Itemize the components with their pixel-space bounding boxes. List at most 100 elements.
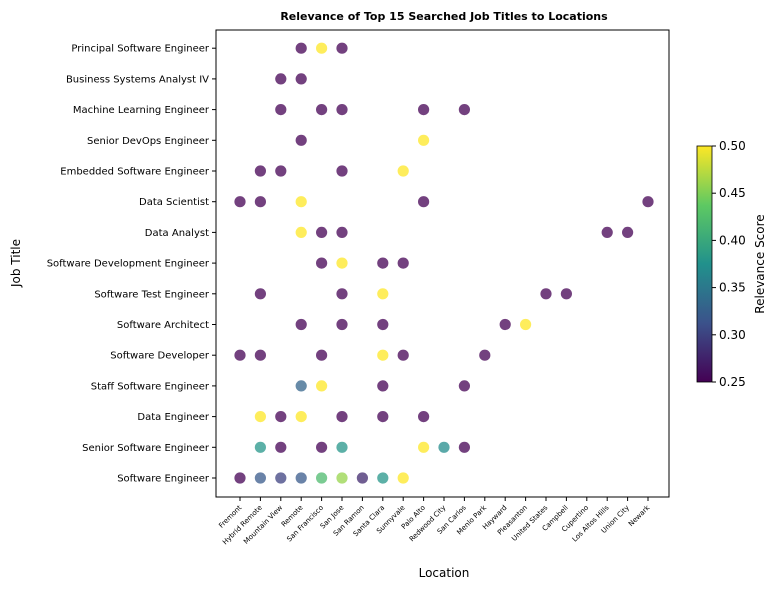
colorbar-tick-label: 0.30: [719, 328, 746, 342]
data-point: [254, 411, 266, 423]
data-point: [397, 165, 409, 177]
colorbar-tick-label: 0.40: [719, 233, 746, 247]
data-point: [275, 441, 287, 453]
data-point: [377, 380, 389, 392]
data-point: [377, 472, 389, 484]
data-point: [316, 104, 328, 116]
data-point: [377, 257, 389, 269]
data-point: [316, 441, 328, 453]
data-point: [540, 288, 552, 300]
data-point: [377, 349, 389, 361]
data-point: [295, 73, 307, 85]
data-point: [356, 472, 368, 484]
data-point: [275, 165, 287, 177]
data-point: [336, 472, 348, 484]
data-point: [377, 288, 389, 300]
data-point: [316, 349, 328, 361]
y-tick-label: Data Scientist: [139, 197, 209, 208]
data-point: [397, 257, 409, 269]
y-tick-label: Senior DevOps Engineer: [87, 136, 210, 147]
data-point: [479, 349, 491, 361]
colorbar: [696, 145, 713, 383]
colorbar-label: Relevance Score: [753, 214, 767, 313]
y-tick-label: Embedded Software Engineer: [60, 167, 210, 178]
data-points: [234, 42, 654, 484]
data-point: [275, 411, 287, 423]
colorbar-tick-label: 0.35: [719, 281, 746, 295]
data-point: [234, 196, 246, 208]
data-point: [336, 104, 348, 116]
data-point: [418, 134, 430, 146]
data-point: [254, 196, 266, 208]
y-tick-label: Software Architect: [117, 320, 209, 331]
data-point: [336, 318, 348, 331]
data-point: [458, 104, 470, 116]
data-point: [458, 380, 470, 392]
data-point: [377, 411, 389, 423]
data-point: [601, 226, 613, 238]
colorbar-tick-label: 0.25: [719, 375, 746, 389]
data-point: [336, 411, 348, 423]
data-point: [458, 441, 470, 453]
y-axis-ticks: Software Engineer Senior Software Enginee…: [47, 44, 216, 485]
y-tick-label: Staff Software Engineer: [91, 381, 210, 392]
data-point: [295, 318, 307, 331]
data-point: [295, 380, 307, 392]
data-point: [418, 441, 430, 453]
data-point: [316, 472, 328, 484]
data-point: [642, 196, 654, 208]
data-point: [254, 165, 266, 177]
data-point: [316, 257, 328, 269]
data-point: [254, 441, 266, 453]
y-tick-label: Principal Software Engineer: [71, 44, 209, 55]
data-point: [295, 42, 307, 54]
data-point: [254, 472, 266, 484]
y-tick-label: Data Engineer: [137, 412, 209, 423]
colorbar-ticks: 0.25 0.30 0.35 0.40 0.45 0.50: [712, 139, 746, 389]
data-point: [418, 104, 430, 116]
data-point: [438, 441, 450, 453]
data-point: [234, 472, 246, 484]
data-point: [316, 226, 328, 238]
y-tick-label: Machine Learning Engineer: [73, 105, 210, 116]
y-tick-label: Senior Software Engineer: [82, 443, 210, 454]
data-point: [336, 441, 348, 453]
data-point: [234, 349, 246, 361]
y-tick-label: Software Developer: [110, 351, 210, 362]
data-point: [275, 73, 287, 85]
plot-frame: [215, 29, 670, 498]
data-point: [560, 288, 573, 300]
data-point: [336, 42, 348, 54]
y-tick-label: Software Test Engineer: [94, 289, 210, 300]
data-point: [499, 318, 511, 331]
y-tick-label: Software Development Engineer: [47, 259, 210, 270]
data-point: [418, 196, 430, 208]
data-point: [622, 226, 634, 238]
data-point: [336, 288, 348, 300]
chart-title: Relevance of Top 15 Searched Job Titles …: [280, 10, 608, 23]
data-point: [336, 165, 348, 177]
data-point: [295, 134, 307, 146]
data-point: [397, 349, 409, 361]
data-point: [254, 349, 266, 361]
y-tick-label: Business Systems Analyst IV: [66, 74, 209, 85]
data-point: [295, 226, 307, 238]
data-point: [275, 472, 287, 484]
data-point: [295, 472, 307, 484]
data-point: [316, 380, 328, 392]
data-point: [520, 318, 532, 331]
data-point: [418, 411, 430, 423]
colorbar-tick-label: 0.50: [719, 139, 746, 153]
data-point: [336, 226, 348, 238]
data-point: [254, 288, 266, 300]
y-axis-label: Job Title: [9, 239, 23, 288]
x-tick-label: Newark: [627, 503, 652, 528]
x-axis-label: Location: [419, 566, 470, 580]
y-tick-label: Data Analyst: [145, 228, 209, 239]
y-tick-label: Software Engineer: [117, 474, 210, 485]
data-point: [336, 257, 348, 269]
data-point: [295, 411, 307, 423]
data-point: [377, 318, 389, 331]
